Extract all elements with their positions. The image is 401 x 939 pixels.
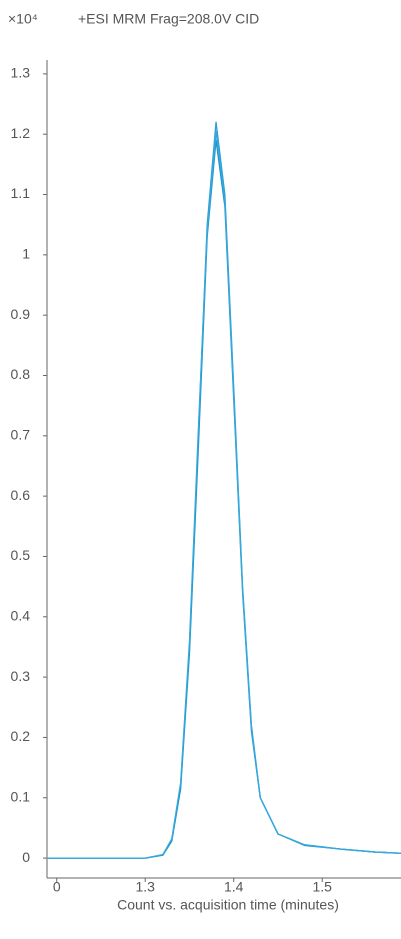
y-multiplier: ×10⁴ xyxy=(8,11,38,27)
trace-line xyxy=(47,121,401,859)
x-tick-label: 1.4 xyxy=(224,879,244,895)
y-tick-label: 0.3 xyxy=(11,668,31,684)
trace-line xyxy=(47,130,401,859)
y-tick-label: 1.2 xyxy=(11,125,31,141)
chart-title: +ESI MRM Frag=208.0V CID xyxy=(78,11,259,27)
trace-line xyxy=(47,139,401,859)
y-tick-label: 0.1 xyxy=(11,788,31,804)
y-tick-label: 0.5 xyxy=(11,547,31,563)
y-tick-label: 0 xyxy=(22,849,30,865)
x-tick-label: 0 xyxy=(53,879,61,895)
y-tick-label: 1.3 xyxy=(11,65,31,81)
y-tick-label: 0.4 xyxy=(11,607,31,623)
y-tick-label: 0.2 xyxy=(11,728,31,744)
y-tick-label: 1.1 xyxy=(11,185,31,201)
x-tick-label: 1.5 xyxy=(313,879,333,895)
y-tick-label: 0.6 xyxy=(11,487,31,503)
y-tick-label: 1 xyxy=(22,246,30,262)
y-tick-label: 0.7 xyxy=(11,427,31,443)
x-tick-label: 1.3 xyxy=(136,879,156,895)
y-tick-label: 0.8 xyxy=(11,366,31,382)
y-tick-label: 0.9 xyxy=(11,306,31,322)
x-axis-label: Count vs. acquisition time (minutes) xyxy=(117,897,339,913)
